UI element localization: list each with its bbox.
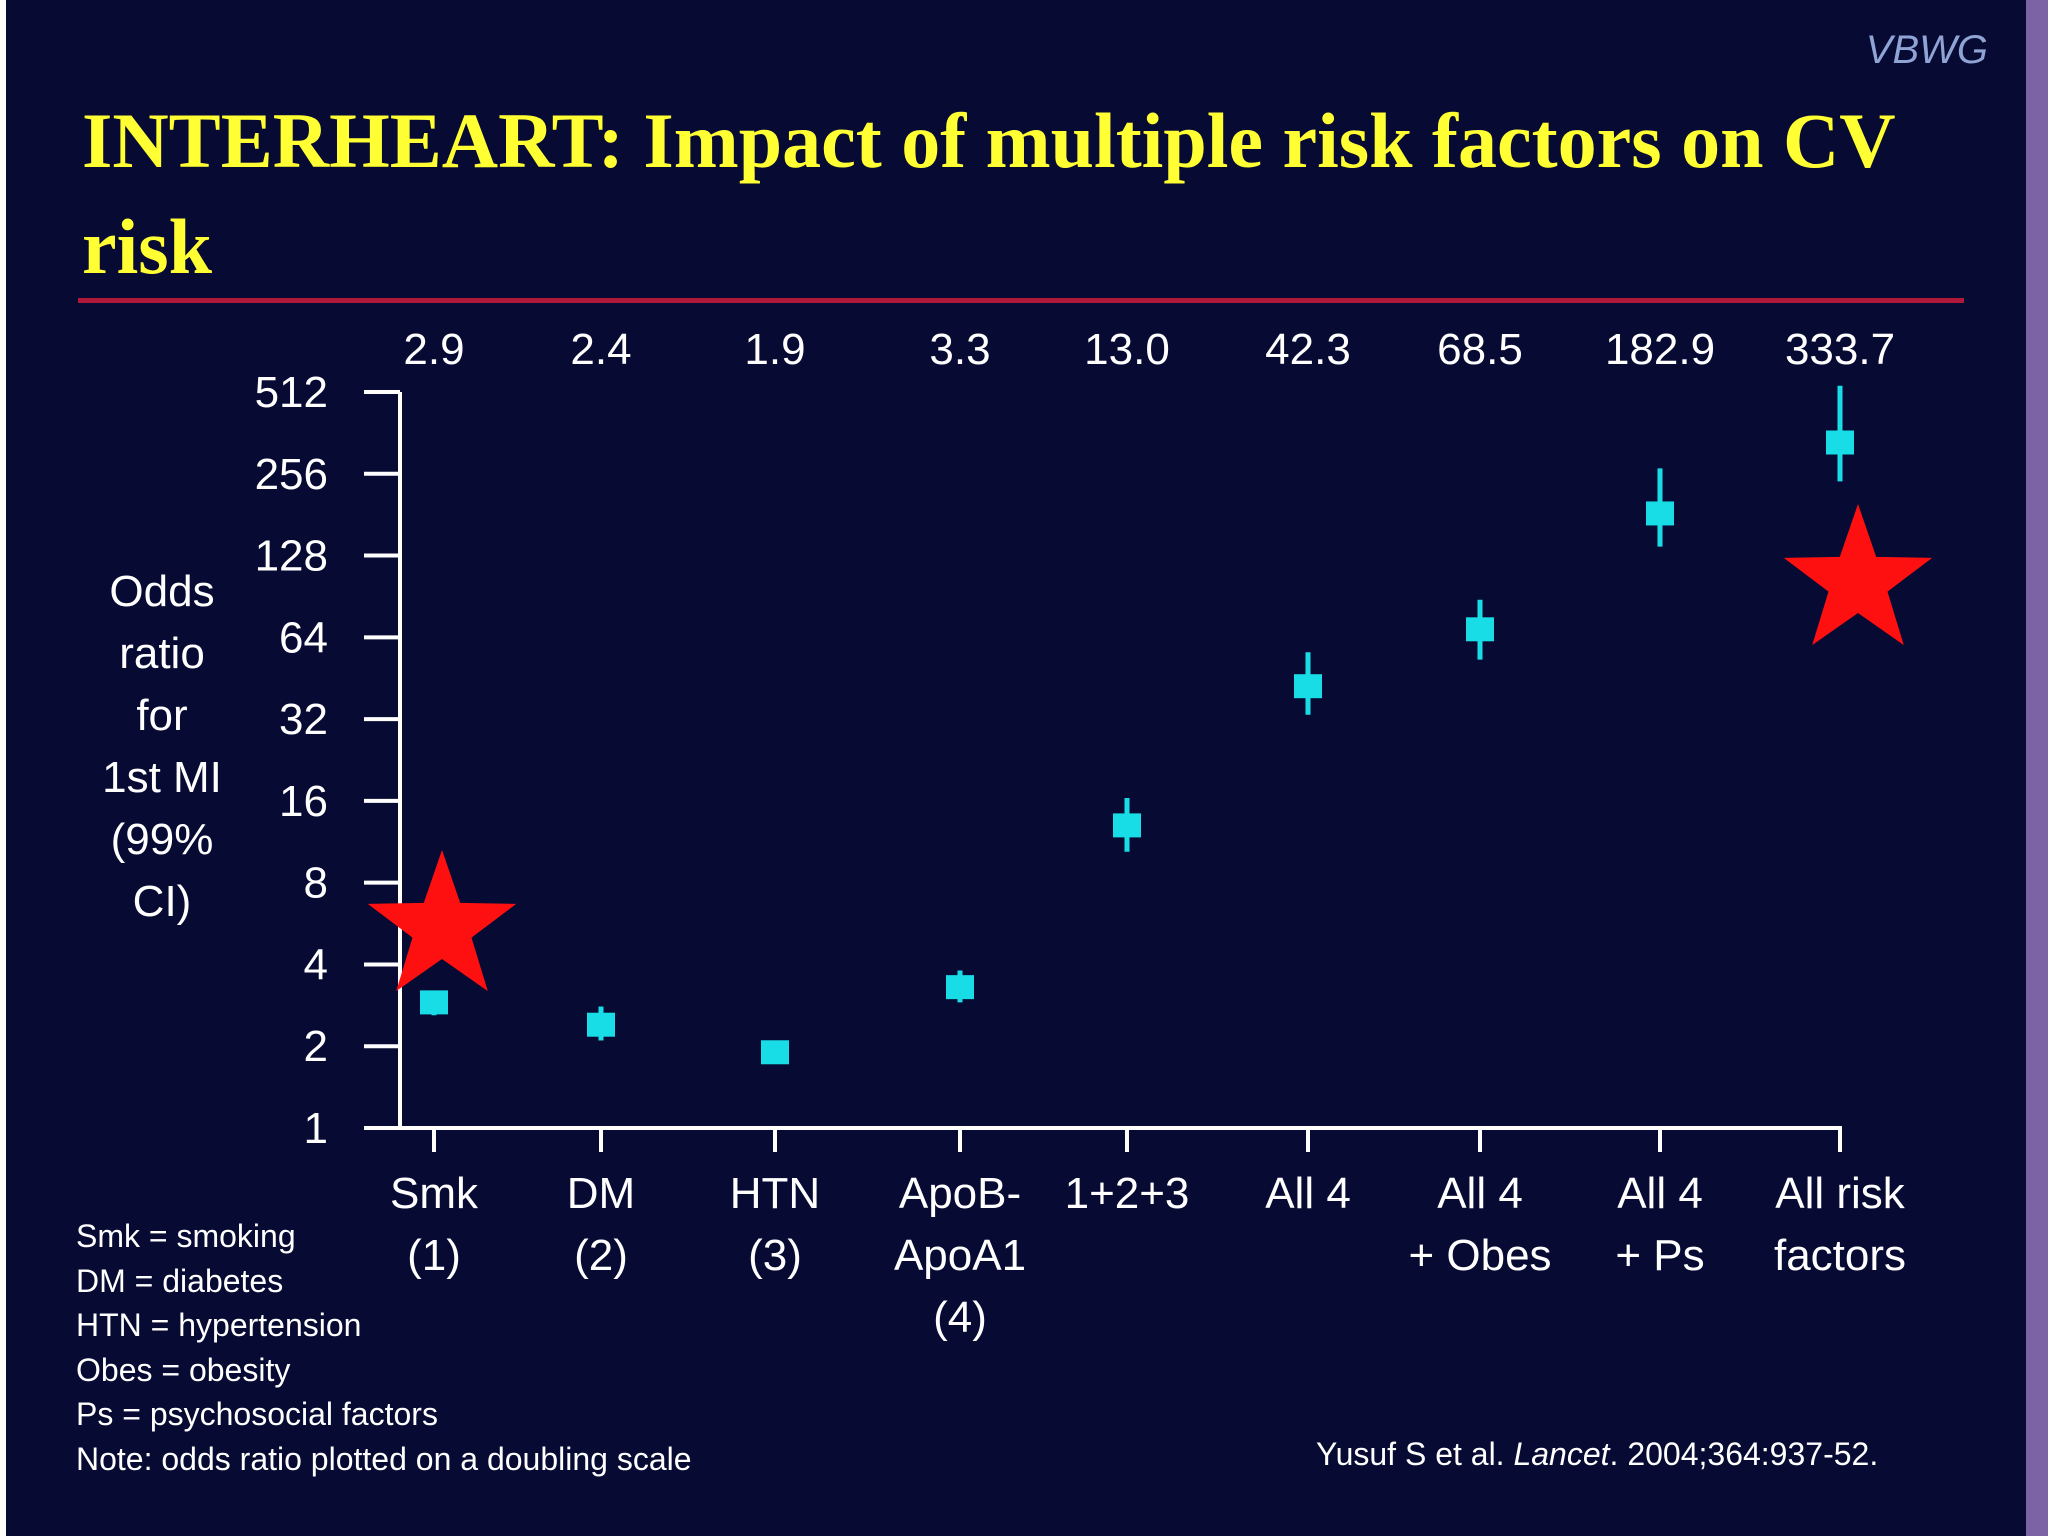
value-label: 13.0 — [1084, 325, 1170, 374]
y-tick-label: 512 — [255, 368, 328, 417]
y-axis-label-line: ratio — [119, 629, 205, 678]
value-label: 2.9 — [403, 325, 464, 374]
abbreviation-legend: Smk = smoking DM = diabetes HTN = hypert… — [76, 1214, 692, 1481]
y-axis-label-line: Odds — [109, 567, 214, 616]
y-axis-label-line: 1st MI — [102, 753, 222, 802]
y-tick-label: 32 — [279, 695, 328, 744]
x-tick-label: Smk — [390, 1169, 479, 1218]
x-tick-label: All 4 — [1437, 1169, 1523, 1218]
slide-title: INTERHEART: Impact of multiple risk fact… — [82, 97, 1895, 290]
y-axis-label-line: CI) — [133, 877, 192, 926]
data-points — [420, 385, 1854, 1065]
legend-item: HTN = hypertension — [76, 1307, 362, 1343]
x-tick-label: + Ps — [1615, 1231, 1704, 1280]
brand-mark: VBWG — [1865, 28, 1988, 72]
data-point-marker — [1826, 430, 1854, 455]
data-point-marker — [946, 975, 974, 1000]
side-accent-bar — [2026, 0, 2048, 1536]
legend-item: DM = diabetes — [76, 1262, 284, 1299]
citation: Yusuf S et al. Lancet. 2004;364:937-52. — [1316, 1436, 1878, 1473]
y-tick-label: 16 — [279, 777, 328, 826]
y-axis-ticks: 1 2 4 8 16 32 64 128 256 512 — [255, 368, 400, 1153]
data-point-marker — [1646, 501, 1674, 526]
citation-journal: Lancet — [1513, 1436, 1610, 1472]
data-point-marker — [587, 1012, 615, 1037]
value-label: 182.9 — [1605, 325, 1715, 374]
x-tick-label: All 4 — [1265, 1169, 1351, 1218]
legend-item: Obes = obesity — [76, 1351, 291, 1388]
citation-authors: Yusuf S et al. — [1316, 1436, 1514, 1472]
highlight-stars — [367, 504, 1933, 992]
y-tick-label: 64 — [279, 613, 328, 662]
y-axis-label-line: (99% — [111, 815, 214, 864]
x-tick-label: (2) — [574, 1231, 628, 1280]
chart-axes — [364, 392, 1842, 1130]
y-axis-label-line: for — [136, 691, 187, 740]
data-point-marker — [1294, 674, 1322, 699]
y-tick-label: 2 — [304, 1022, 328, 1071]
value-label: 3.3 — [929, 325, 990, 374]
y-tick-label: 8 — [304, 859, 328, 908]
x-axis-ticks: Smk (1) DM (2) HTN (3) ApoB- ApoA1 (4) 1+2+3 All 4… — [390, 1128, 1906, 1342]
data-point-marker — [1113, 813, 1141, 838]
x-tick-label: DM — [567, 1169, 635, 1218]
value-label: 42.3 — [1265, 325, 1351, 374]
x-tick-label: 1+2+3 — [1065, 1169, 1190, 1218]
data-point-marker — [761, 1040, 789, 1065]
x-tick-label: (1) — [407, 1231, 461, 1280]
legend-note: Note: odds ratio plotted on a doubling s… — [76, 1440, 692, 1477]
x-tick-label: (4) — [933, 1293, 987, 1342]
x-tick-label: (3) — [748, 1231, 802, 1280]
x-tick-label: ApoA1 — [894, 1231, 1026, 1280]
x-tick-label: factors — [1774, 1231, 1906, 1280]
highlight-star-icon — [1783, 504, 1933, 646]
legend-item: Ps = psychosocial factors — [76, 1396, 438, 1432]
y-tick-label: 128 — [255, 532, 328, 581]
value-label: 2.4 — [570, 325, 631, 374]
value-label: 333.7 — [1785, 325, 1895, 374]
citation-details: . 2004;364:937-52. — [1609, 1436, 1879, 1472]
highlight-star-icon — [367, 850, 517, 992]
data-point-marker — [420, 990, 448, 1015]
title-divider — [78, 298, 1964, 303]
left-edge-border — [0, 0, 6, 1536]
value-label: 68.5 — [1437, 325, 1523, 374]
value-labels: 2.9 2.4 1.9 3.3 13.0 42.3 68.5 182.9 333.7 — [403, 325, 1895, 374]
data-point-marker — [1466, 617, 1494, 642]
value-label: 1.9 — [744, 325, 805, 374]
x-tick-label: HTN — [730, 1169, 820, 1218]
x-tick-label: All risk — [1775, 1169, 1906, 1218]
x-tick-label: ApoB- — [899, 1169, 1021, 1218]
legend-item: Smk = smoking — [76, 1218, 296, 1254]
x-tick-label: All 4 — [1617, 1169, 1703, 1218]
y-axis-label: Odds ratio for 1st MI (99% CI) — [102, 567, 222, 926]
y-tick-label: 4 — [304, 940, 328, 989]
y-tick-label: 1 — [304, 1104, 328, 1153]
y-tick-label: 256 — [255, 450, 328, 499]
x-tick-label: + Obes — [1408, 1231, 1551, 1280]
